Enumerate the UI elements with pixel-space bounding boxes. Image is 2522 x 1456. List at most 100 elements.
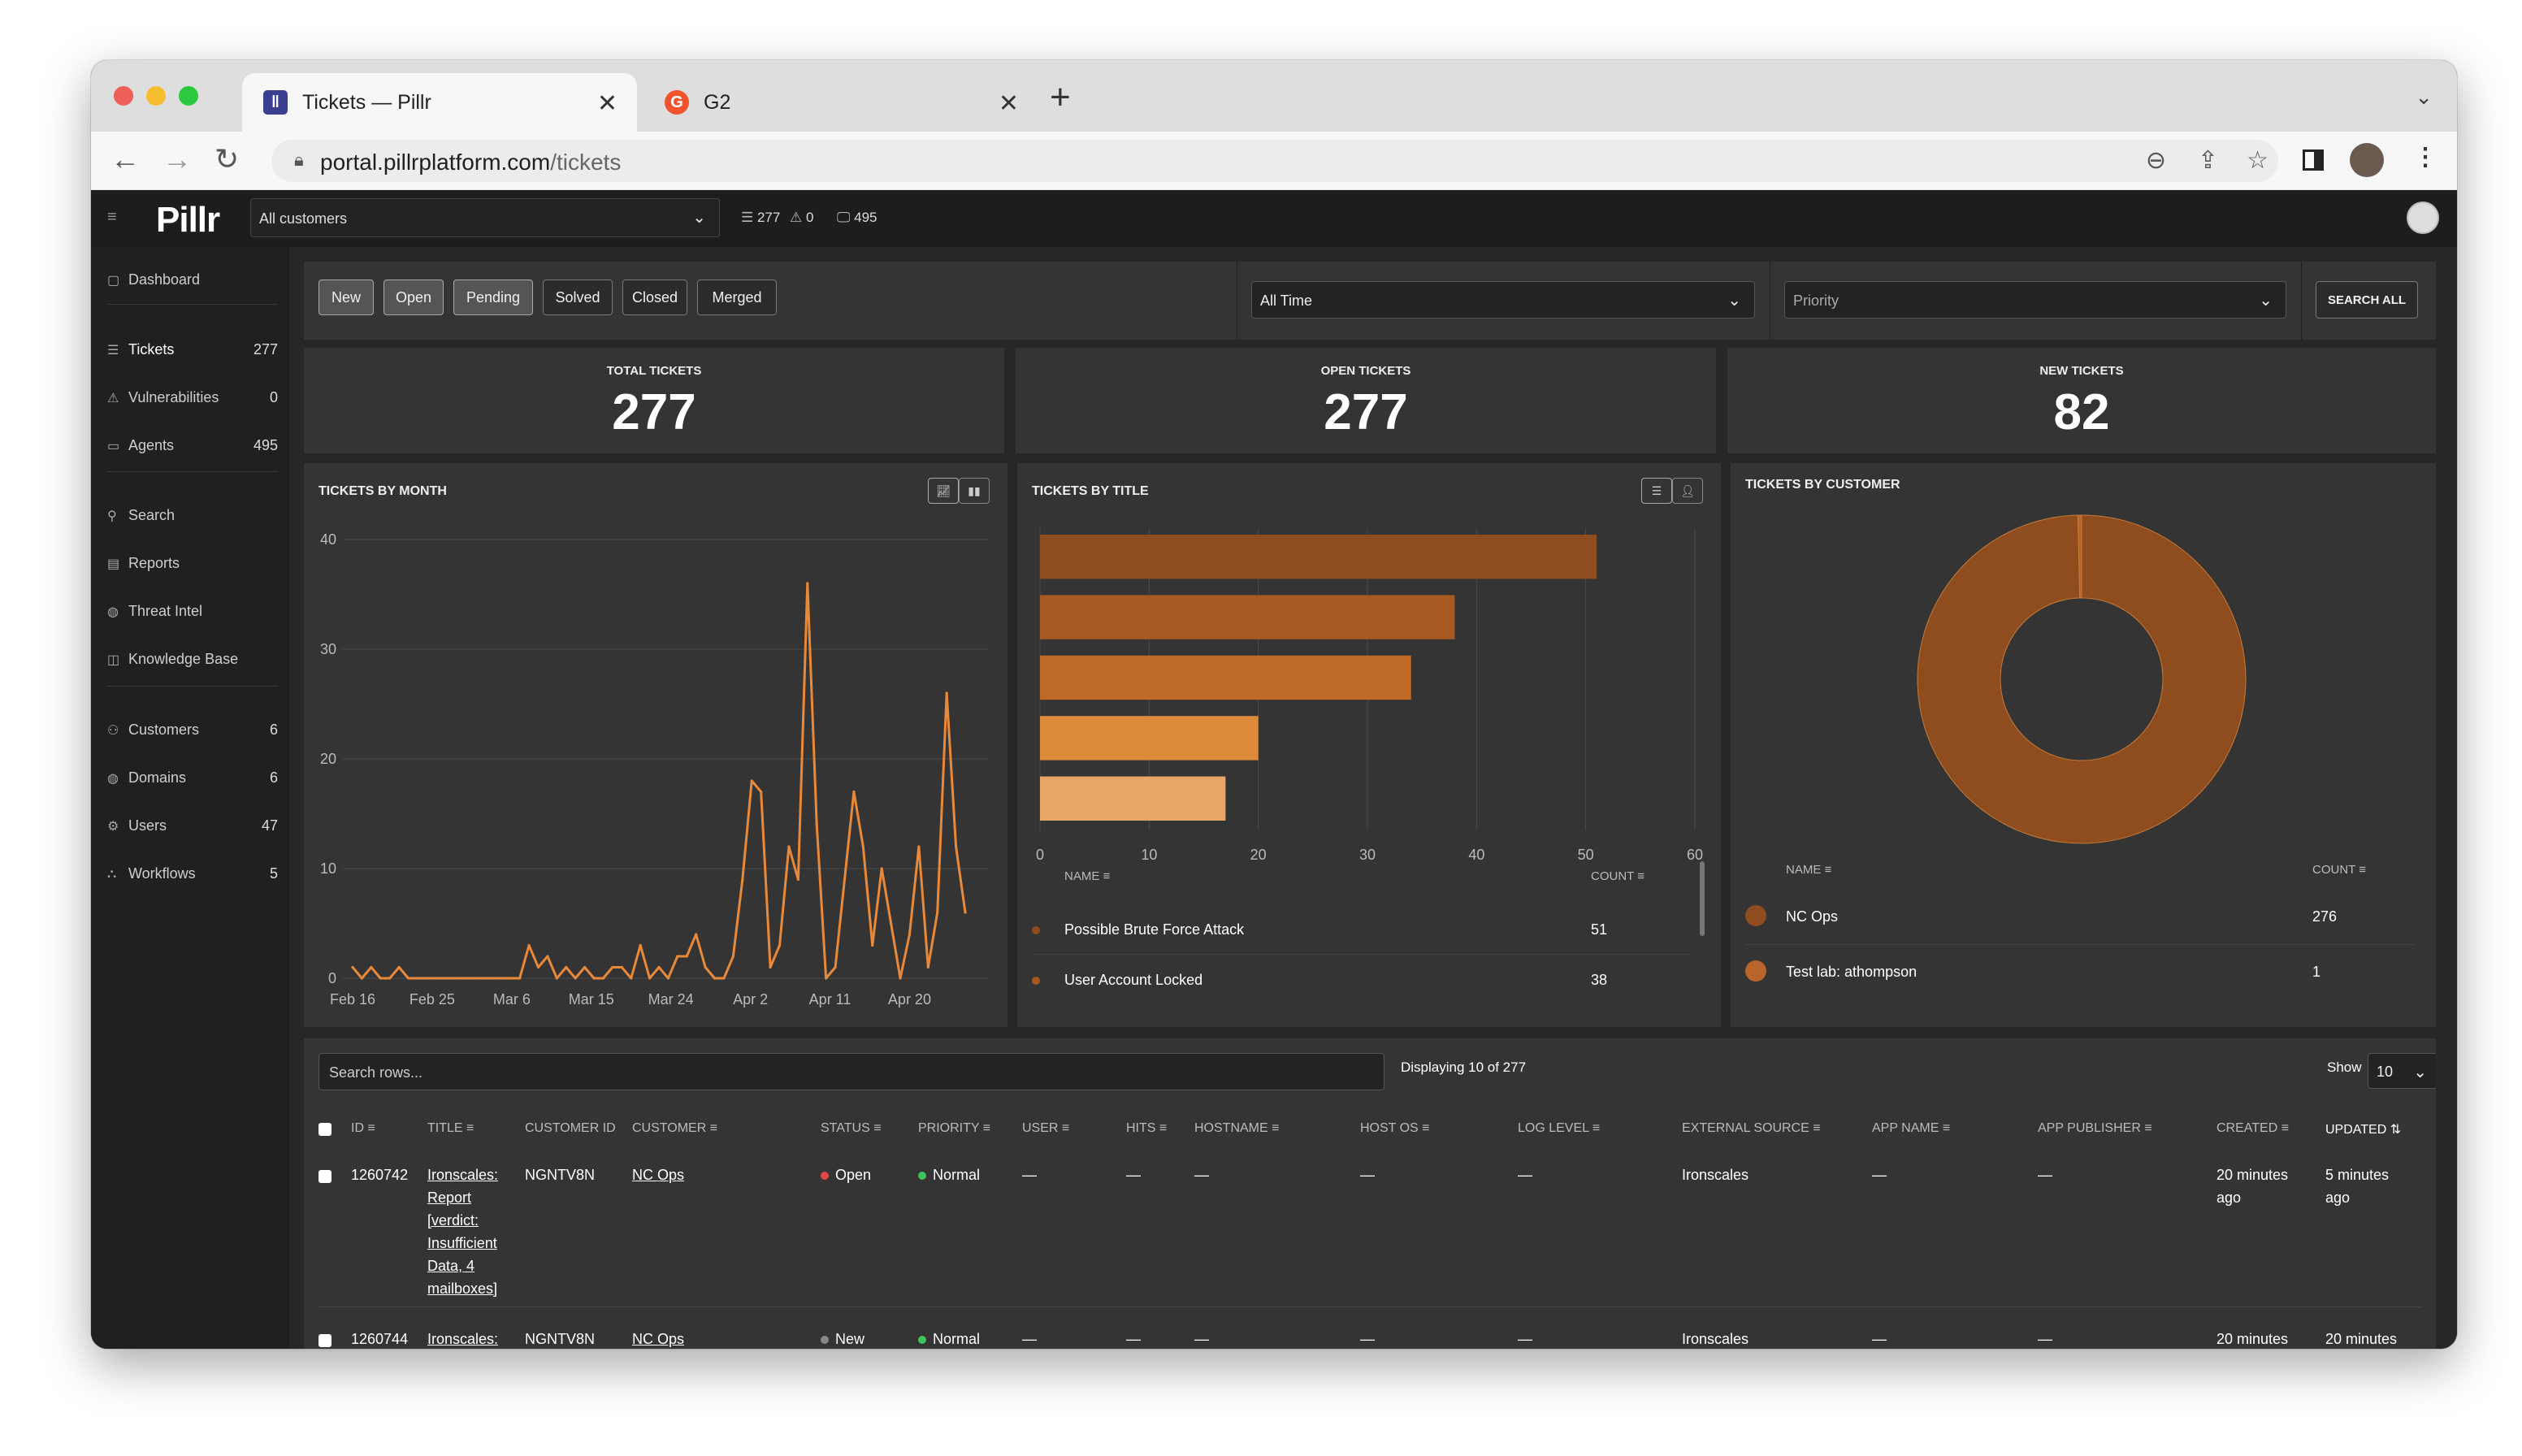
tickets-by-title-chart: 0 10 20 30 40 50 60: [1036, 528, 1703, 863]
tickets-table-panel: Search rows... Displaying 10 of 277 Show…: [304, 1038, 2436, 1349]
time-range-select[interactable]: All Time ⌄: [1251, 281, 1755, 318]
column-header-app-name[interactable]: APP NAME ≡: [1872, 1121, 1951, 1135]
data-point: [620, 965, 623, 969]
sidebar-item-tickets[interactable]: ☰ Tickets 277: [107, 341, 278, 358]
cell-customer-link[interactable]: NC Ops: [632, 1167, 685, 1183]
bar: [1040, 595, 1455, 639]
column-header-status[interactable]: STATUS ≡: [821, 1121, 882, 1135]
alerts-counter[interactable]: ⚠ 0: [790, 210, 814, 225]
column-header-updated[interactable]: UPDATED ⇅: [2325, 1123, 2402, 1137]
share-icon[interactable]: ⇪: [2197, 147, 2218, 174]
data-point: [815, 823, 818, 826]
maximize-window-button[interactable]: [179, 86, 198, 106]
column-header-user[interactable]: USER ≡: [1022, 1121, 1070, 1135]
minimize-window-button[interactable]: [146, 86, 166, 106]
zoom-icon[interactable]: ⊖: [2145, 147, 2166, 174]
sidebar-item-vulnerabilities[interactable]: ⚠ Vulnerabilities 0: [107, 389, 278, 405]
globe-icon: ◍: [107, 604, 119, 619]
cell-customer-link[interactable]: NC Ops: [632, 1331, 685, 1347]
displaying-count: Displaying 10 of 277: [1401, 1060, 1527, 1075]
hamburger-menu-icon[interactable]: ≡: [107, 208, 117, 226]
sidebar-item-workflows[interactable]: ⛬ Workflows 5: [107, 865, 278, 882]
reload-icon[interactable]: ↻: [214, 142, 240, 176]
x-tick-label: 50: [1578, 847, 1594, 863]
bookmark-star-icon[interactable]: ☆: [2247, 147, 2268, 174]
close-tab-icon[interactable]: ✕: [998, 90, 1019, 117]
column-header-title[interactable]: TITLE ≡: [427, 1121, 474, 1135]
sidebar-item-customers[interactable]: ⚇ Customers 6: [107, 722, 278, 738]
filter-merged-button[interactable]: Merged: [697, 280, 777, 315]
row-checkbox[interactable]: [318, 1334, 332, 1347]
column-header-host-os[interactable]: HOST OS ≡: [1360, 1121, 1430, 1135]
sidebar-item-dashboard[interactable]: ▢ Dashboard: [107, 271, 201, 288]
rows-per-page-select[interactable]: 10 ⌄: [2368, 1053, 2436, 1089]
column-header-hits[interactable]: HITS ≡: [1126, 1121, 1168, 1135]
tab-search-chevron-icon[interactable]: ⌄: [2415, 84, 2433, 109]
user-view-toggle-icon[interactable]: 👤︎: [1672, 478, 1703, 504]
forward-arrow-icon[interactable]: →: [162, 142, 192, 176]
customer-select[interactable]: All customers ⌄: [250, 198, 720, 237]
sidebar-item-reports[interactable]: ▤ Reports: [107, 555, 180, 571]
list-view-toggle-icon[interactable]: ☰: [1641, 478, 1672, 504]
filter-pending-button[interactable]: Pending: [453, 280, 533, 315]
cell-title-link[interactable]: Ironscales: Report [verdict: Insufficient Da…: [427, 1167, 499, 1297]
sidebar-item-knowledge-base[interactable]: ◫ Knowledge Base: [107, 651, 239, 667]
cell-app-name: —: [1872, 1167, 1887, 1183]
tickets-by-month-chart: 0 10 20 30 40 Feb 16 Feb 25 Mar 6 Mar 15 Mar 24 Ap…: [320, 531, 988, 1008]
side-panel-icon[interactable]: [2303, 150, 2324, 171]
data-point: [722, 977, 726, 980]
data-point: [416, 977, 419, 980]
sidebar-item-domains[interactable]: ◍ Domains 6: [107, 769, 278, 786]
filter-open-button[interactable]: Open: [384, 280, 444, 315]
search-all-button[interactable]: SEARCH ALL: [2316, 281, 2418, 318]
cell-external-source: Ironscales: [1682, 1167, 1749, 1183]
back-arrow-icon[interactable]: ←: [110, 142, 140, 176]
bar-chart-toggle-icon[interactable]: ▮▮: [959, 478, 990, 504]
row-checkbox[interactable]: [318, 1170, 332, 1183]
column-header-log-level[interactable]: LOG LEVEL ≡: [1518, 1121, 1601, 1135]
agents-counter[interactable]: 🖵︎ 495: [837, 210, 878, 225]
browser-tab-g2[interactable]: G G2 ✕: [644, 73, 1038, 132]
address-bar[interactable]: 🔒︎ portal.pillrplatform.com/tickets ⊖ ⇪ …: [271, 140, 2278, 182]
filter-new-button[interactable]: New: [318, 280, 374, 315]
list-icon: ☰: [741, 210, 757, 225]
search-icon: ⚲: [107, 509, 117, 523]
pillr-logo[interactable]: Pillr: [156, 200, 220, 240]
legend-dot: [1745, 960, 1766, 982]
sidebar-item-agents[interactable]: ▭ Agents 495: [107, 437, 278, 453]
column-header-id[interactable]: ID ≡: [351, 1121, 375, 1135]
priority-select[interactable]: Priority ⌄: [1784, 281, 2286, 318]
new-tab-icon[interactable]: +: [1050, 77, 1071, 117]
column-header-priority[interactable]: PRIORITY ≡: [918, 1121, 991, 1135]
name-column-header[interactable]: NAME ≡: [1786, 863, 1832, 877]
line-chart-toggle-icon[interactable]: 📈︎: [928, 478, 959, 504]
select-all-checkbox[interactable]: [318, 1123, 332, 1136]
sidebar-item-threat-intel[interactable]: ◍ Threat Intel: [107, 603, 203, 619]
filter-solved-button[interactable]: Solved: [543, 280, 613, 315]
column-header-app-publisher[interactable]: APP PUBLISHER ≡: [2038, 1121, 2152, 1135]
sidebar-item-users[interactable]: ⚙ Users 47: [107, 817, 278, 834]
priority-dot: [918, 1172, 926, 1180]
scrollbar[interactable]: [1700, 861, 1705, 936]
column-header-customer[interactable]: CUSTOMER ≡: [632, 1121, 718, 1135]
column-header-external-source[interactable]: EXTERNAL SOURCE ≡: [1682, 1121, 1821, 1135]
sidebar-item-search[interactable]: ⚲ Search: [107, 507, 176, 523]
kebab-menu-icon[interactable]: ⋮: [2413, 144, 2438, 171]
tickets-counter[interactable]: ☰ 277: [741, 210, 781, 225]
column-header-created[interactable]: CREATED ≡: [2216, 1121, 2290, 1135]
column-header-hostname[interactable]: HOSTNAME ≡: [1194, 1121, 1280, 1135]
column-header-customer-id[interactable]: CUSTOMER ID: [525, 1121, 616, 1135]
y-tick-label: 10: [320, 860, 336, 877]
filter-closed-button[interactable]: Closed: [622, 280, 687, 315]
priority-dot: [918, 1336, 926, 1344]
cell-title-link[interactable]: Ironscales:: [427, 1331, 499, 1347]
profile-avatar[interactable]: [2350, 143, 2384, 177]
table-search-input[interactable]: Search rows...: [318, 1053, 1384, 1090]
name-column-header[interactable]: NAME ≡: [1064, 869, 1111, 883]
browser-tab-tickets[interactable]: ‖ Tickets — Pillr ✕: [242, 73, 637, 132]
close-window-button[interactable]: [114, 86, 133, 106]
count-column-header[interactable]: COUNT ≡: [2312, 863, 2366, 877]
count-column-header[interactable]: COUNT ≡: [1591, 869, 1644, 883]
user-avatar[interactable]: [2407, 202, 2439, 234]
close-tab-icon[interactable]: ✕: [596, 90, 618, 117]
